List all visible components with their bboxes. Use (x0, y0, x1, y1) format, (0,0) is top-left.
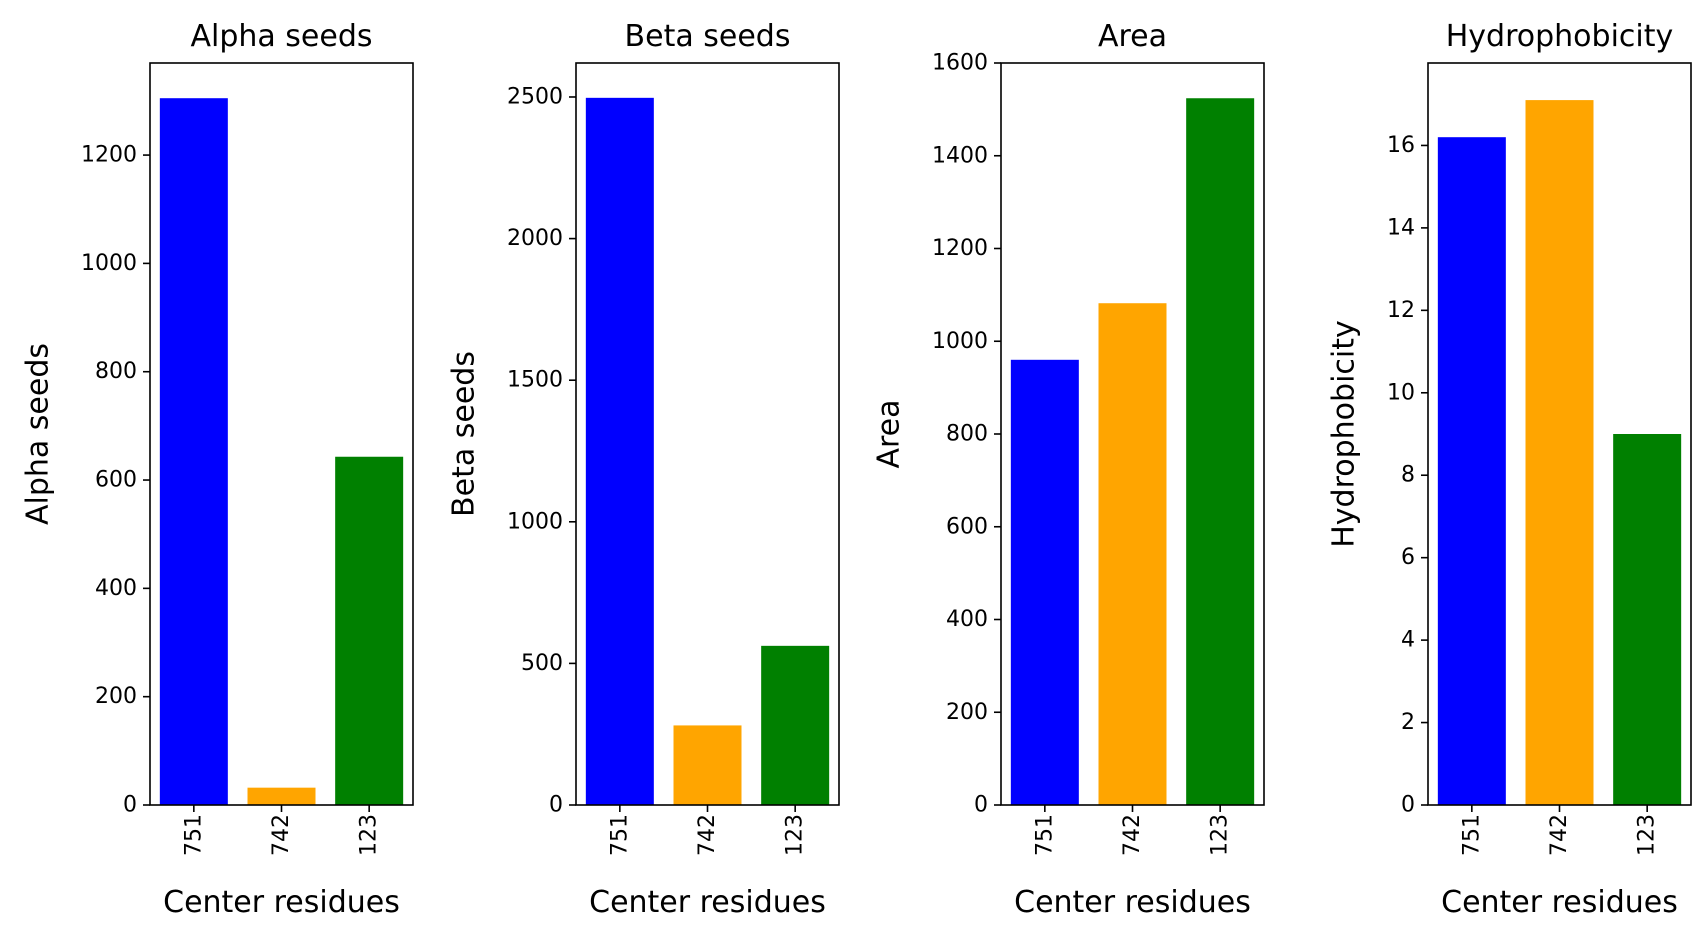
y-tick-label: 0 (123, 793, 137, 818)
y-tick-label: 2000 (507, 226, 563, 251)
y-tick-label: 8 (1401, 463, 1415, 488)
bar (335, 456, 404, 805)
x-tick-label: 123 (1208, 814, 1233, 856)
x-axis-label: Center residues (589, 885, 826, 920)
x-axis-label: Center residues (1441, 885, 1678, 920)
y-tick-label: 1200 (932, 236, 988, 261)
bar (585, 97, 654, 805)
y-tick-label: 1400 (932, 143, 988, 168)
x-tick-label: 751 (1032, 814, 1057, 856)
chart-panel: Beta seeds 751 742 123 0 500 1000 1500 2000 2500 C… (447, 19, 840, 920)
y-tick-label: 14 (1387, 215, 1415, 240)
bar (1613, 434, 1682, 805)
y-tick-label: 200 (946, 700, 988, 725)
y-tick-label: 600 (946, 514, 988, 539)
plot-frame (1000, 62, 1265, 806)
x-axis-label: Center residues (163, 885, 400, 920)
bar (761, 645, 830, 805)
bar (1437, 137, 1506, 805)
bar (1525, 100, 1594, 806)
bar (247, 787, 316, 805)
y-tick-label: 6 (1401, 545, 1415, 570)
y-tick-label: 800 (95, 359, 137, 384)
y-axis-label: Beta seeds (447, 351, 482, 517)
y-tick-label: 16 (1387, 133, 1415, 158)
x-axis-label: Center residues (1014, 885, 1251, 920)
y-tick-label: 500 (521, 651, 563, 676)
x-tick-label: 123 (357, 814, 382, 856)
y-tick-label: 1000 (932, 329, 988, 354)
plot-frame (575, 62, 840, 806)
y-tick-label: 1600 (932, 51, 988, 76)
x-tick-label: 751 (1459, 814, 1484, 856)
y-tick-label: 12 (1387, 298, 1415, 323)
y-axis-label: Alpha seeds (21, 343, 56, 525)
bar (1186, 98, 1255, 806)
bar (1010, 359, 1079, 805)
plot-frame (149, 62, 414, 806)
y-tick-label: 2 (1401, 710, 1415, 735)
bar (673, 725, 742, 805)
y-axis-label: Area (872, 399, 907, 468)
y-tick-label: 800 (946, 422, 988, 447)
bar (159, 98, 228, 806)
x-tick-label: 742 (695, 814, 720, 856)
y-tick-label: 0 (1401, 793, 1415, 818)
y-tick-label: 200 (95, 684, 137, 709)
y-tick-label: 1200 (81, 143, 137, 168)
y-tick-label: 400 (946, 607, 988, 632)
chart-panel: Alpha seeds 751 742 123 0 200 400 600 800 1000 120… (21, 19, 414, 920)
y-tick-label: 400 (95, 576, 137, 601)
x-tick-label: 751 (607, 814, 632, 856)
chart-title: Hydrophobicity (1446, 19, 1674, 54)
x-tick-label: 742 (1547, 814, 1572, 856)
y-tick-label: 600 (95, 468, 137, 493)
y-tick-label: 2500 (507, 84, 563, 109)
chart-panel: Area 751 742 123 0 200 400 600 800 1000 1200 1400 16… (872, 19, 1265, 920)
x-tick-label: 123 (1635, 814, 1660, 856)
y-tick-label: 4 (1401, 628, 1415, 653)
y-axis-label: Hydrophobicity (1327, 320, 1362, 548)
y-tick-label: 1500 (507, 368, 563, 393)
plot-frame (1427, 62, 1692, 806)
x-tick-label: 751 (181, 814, 206, 856)
y-tick-label: 1000 (507, 509, 563, 534)
x-tick-label: 742 (269, 814, 294, 856)
chart-title: Beta seeds (625, 19, 791, 54)
y-tick-label: 0 (549, 793, 563, 818)
chart-title: Alpha seeds (190, 19, 372, 54)
chart-panel: Hydrophobicity 751 742 123 0 2 4 6 8 10 12 14 16 Cent… (1327, 19, 1692, 920)
y-tick-label: 0 (974, 793, 988, 818)
chart-title: Area (1098, 19, 1167, 54)
x-tick-label: 123 (783, 814, 808, 856)
bar (1098, 303, 1167, 805)
y-tick-label: 1000 (81, 251, 137, 276)
y-tick-label: 10 (1387, 380, 1415, 405)
x-tick-label: 742 (1120, 814, 1145, 856)
